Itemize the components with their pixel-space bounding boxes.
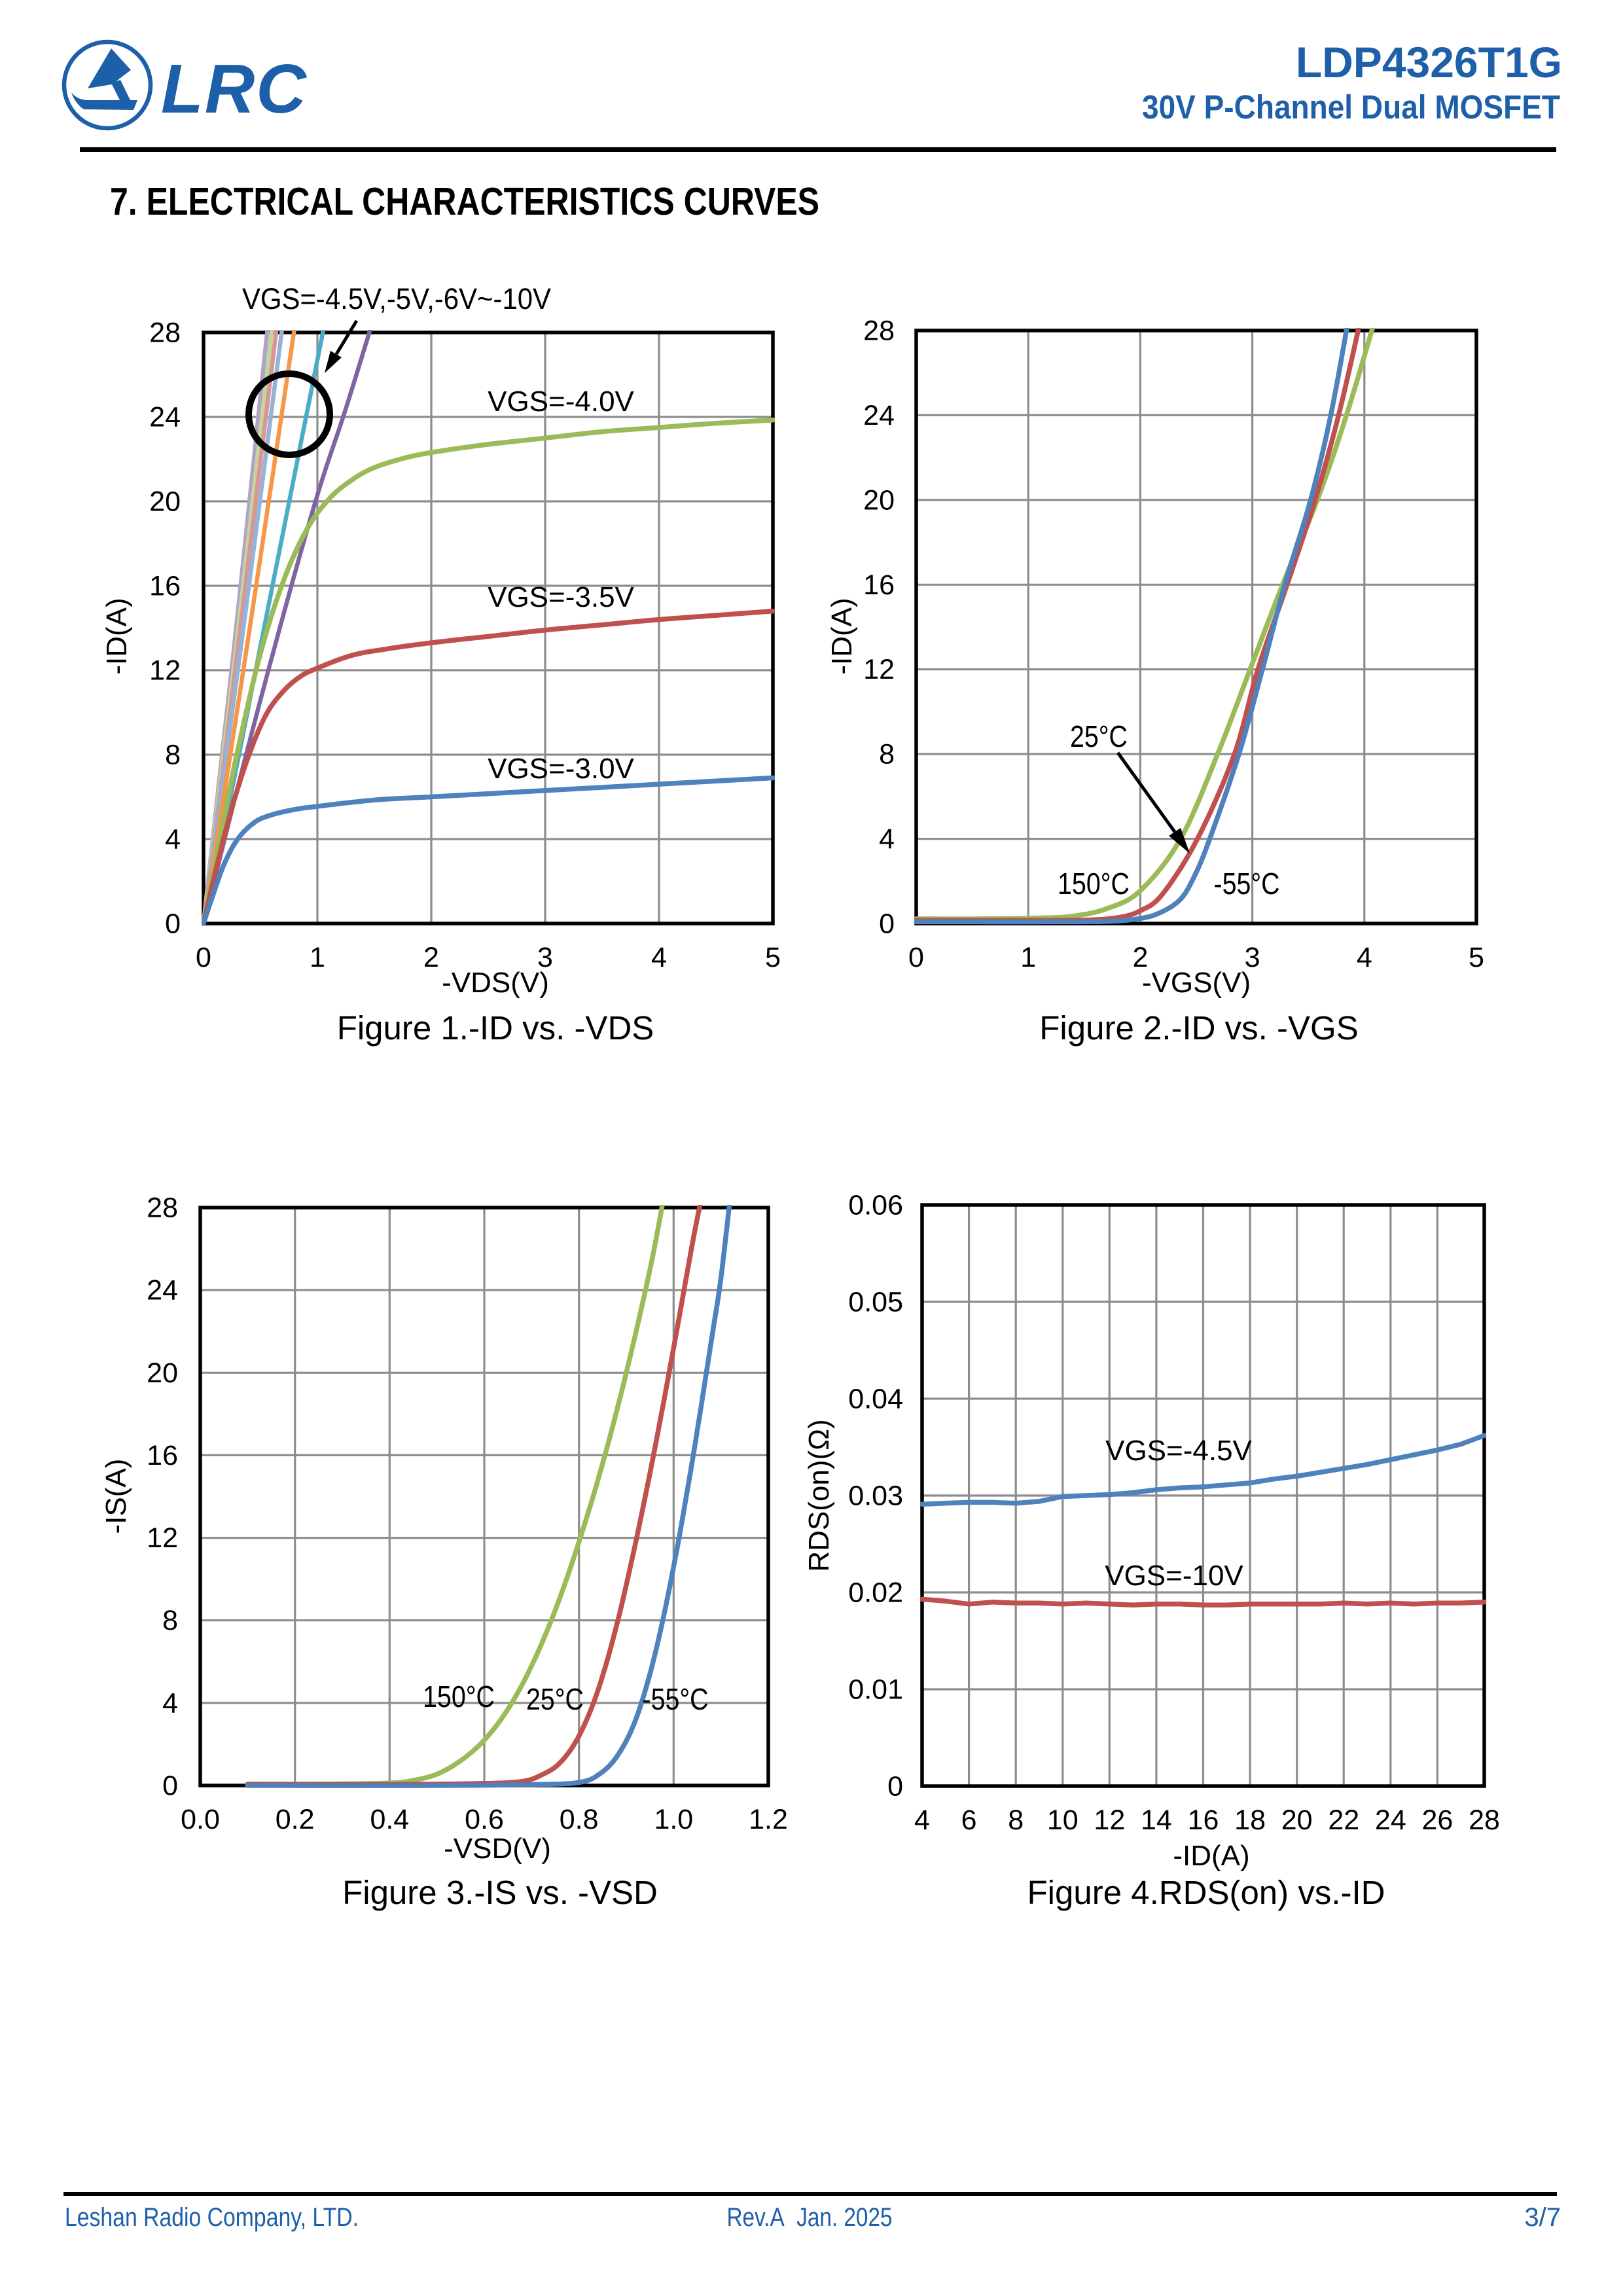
svg-text:28: 28 bbox=[149, 317, 181, 349]
svg-text:8: 8 bbox=[162, 1605, 178, 1636]
svg-text:LRC: LRC bbox=[161, 50, 308, 128]
svg-text:6: 6 bbox=[961, 1804, 977, 1836]
svg-text:3: 3 bbox=[1245, 942, 1260, 973]
svg-text:30V P-Channel Dual MOSFET: 30V P-Channel Dual MOSFET bbox=[1142, 88, 1560, 126]
svg-text:Rev.A Jan. 2025: Rev.A Jan. 2025 bbox=[727, 2203, 893, 2232]
svg-text:VGS=-3.5V: VGS=-3.5V bbox=[488, 581, 634, 613]
svg-text:VGS=-4.5V,-5V,-6V~-10V: VGS=-4.5V,-5V,-6V~-10V bbox=[242, 282, 551, 315]
svg-text:-VSD(V): -VSD(V) bbox=[444, 1833, 551, 1865]
svg-text:24: 24 bbox=[149, 402, 181, 433]
svg-text:18: 18 bbox=[1234, 1804, 1266, 1836]
svg-text:Figure 1.-ID vs. -VDS: Figure 1.-ID vs. -VDS bbox=[337, 1009, 654, 1047]
svg-text:0.0: 0.0 bbox=[181, 1804, 220, 1835]
svg-text:25°C: 25°C bbox=[1070, 719, 1128, 753]
svg-text:2: 2 bbox=[1132, 942, 1148, 973]
svg-text:4: 4 bbox=[651, 942, 667, 973]
svg-text:5: 5 bbox=[765, 942, 781, 973]
svg-text:12: 12 bbox=[863, 654, 895, 685]
svg-text:28: 28 bbox=[863, 315, 895, 347]
svg-text:4: 4 bbox=[162, 1687, 178, 1719]
svg-text:20: 20 bbox=[149, 486, 181, 518]
svg-text:2: 2 bbox=[423, 942, 439, 973]
svg-text:28: 28 bbox=[1469, 1804, 1500, 1836]
svg-text:0: 0 bbox=[887, 1771, 903, 1803]
svg-text:20: 20 bbox=[863, 484, 895, 516]
svg-text:150°C: 150°C bbox=[1058, 867, 1130, 901]
svg-text:24: 24 bbox=[863, 400, 895, 431]
svg-text:12: 12 bbox=[1094, 1804, 1125, 1836]
svg-text:150°C: 150°C bbox=[423, 1679, 495, 1713]
svg-text:VGS=-3.0V: VGS=-3.0V bbox=[488, 753, 634, 785]
svg-text:25°C: 25°C bbox=[526, 1682, 584, 1716]
svg-text:1: 1 bbox=[1020, 942, 1036, 973]
svg-text:0.04: 0.04 bbox=[848, 1384, 903, 1415]
svg-text:8: 8 bbox=[1008, 1804, 1024, 1836]
svg-text:-ID(A): -ID(A) bbox=[101, 598, 133, 674]
svg-text:12: 12 bbox=[147, 1522, 178, 1554]
svg-text:VGS=-4.0V: VGS=-4.0V bbox=[488, 386, 634, 418]
svg-text:14: 14 bbox=[1141, 1804, 1172, 1836]
svg-text:0.8: 0.8 bbox=[560, 1804, 599, 1835]
svg-text:0.01: 0.01 bbox=[848, 1674, 903, 1706]
svg-text:Figure 4.RDS(on) vs.-ID: Figure 4.RDS(on) vs.-ID bbox=[1027, 1874, 1385, 1911]
svg-text:-ID(A): -ID(A) bbox=[826, 598, 858, 674]
svg-text:16: 16 bbox=[1188, 1804, 1219, 1836]
svg-text:-ID(A): -ID(A) bbox=[1173, 1840, 1249, 1872]
svg-text:4: 4 bbox=[879, 823, 895, 855]
svg-text:3/7: 3/7 bbox=[1524, 2203, 1561, 2232]
svg-text:Figure 3.-IS vs. -VSD: Figure 3.-IS vs. -VSD bbox=[342, 1874, 658, 1911]
svg-text:24: 24 bbox=[1375, 1804, 1406, 1836]
svg-text:26: 26 bbox=[1421, 1804, 1453, 1836]
svg-text:4: 4 bbox=[914, 1804, 930, 1836]
svg-text:16: 16 bbox=[149, 571, 181, 602]
svg-text:0.06: 0.06 bbox=[848, 1190, 903, 1221]
svg-text:0: 0 bbox=[165, 908, 181, 940]
svg-text:20: 20 bbox=[147, 1357, 178, 1389]
svg-text:RDS(on)(Ω): RDS(on)(Ω) bbox=[803, 1419, 835, 1571]
svg-text:0.02: 0.02 bbox=[848, 1577, 903, 1609]
svg-text:0: 0 bbox=[196, 942, 211, 973]
svg-text:8: 8 bbox=[879, 739, 895, 770]
svg-text:0.05: 0.05 bbox=[848, 1287, 903, 1318]
svg-text:0.03: 0.03 bbox=[848, 1480, 903, 1512]
svg-text:16: 16 bbox=[147, 1440, 178, 1471]
svg-text:5: 5 bbox=[1469, 942, 1484, 973]
svg-text:20: 20 bbox=[1281, 1804, 1313, 1836]
svg-text:-VGS(V): -VGS(V) bbox=[1142, 967, 1251, 999]
svg-text:22: 22 bbox=[1328, 1804, 1359, 1836]
svg-text:0: 0 bbox=[162, 1770, 178, 1802]
svg-text:8: 8 bbox=[165, 740, 181, 771]
svg-text:0.2: 0.2 bbox=[276, 1804, 315, 1835]
svg-text:0: 0 bbox=[879, 908, 895, 940]
svg-text:Leshan Radio Company, LTD.: Leshan Radio Company, LTD. bbox=[65, 2203, 359, 2232]
svg-text:LDP4326T1G: LDP4326T1G bbox=[1296, 38, 1562, 86]
svg-text:4: 4 bbox=[1357, 942, 1372, 973]
svg-text:0.6: 0.6 bbox=[465, 1804, 504, 1835]
svg-text:-VDS(V): -VDS(V) bbox=[442, 967, 549, 999]
svg-text:VGS=-4.5V: VGS=-4.5V bbox=[1105, 1435, 1252, 1467]
svg-text:1.2: 1.2 bbox=[749, 1804, 788, 1835]
svg-text:1: 1 bbox=[310, 942, 325, 973]
svg-text:10: 10 bbox=[1047, 1804, 1079, 1836]
svg-text:24: 24 bbox=[147, 1275, 178, 1306]
svg-text:16: 16 bbox=[863, 569, 895, 601]
svg-text:0: 0 bbox=[908, 942, 924, 973]
svg-text:4: 4 bbox=[165, 824, 181, 855]
svg-text:-IS(A): -IS(A) bbox=[100, 1459, 132, 1534]
svg-text:0.4: 0.4 bbox=[370, 1804, 409, 1835]
svg-text:-55°C: -55°C bbox=[1214, 867, 1280, 901]
svg-text:VGS=-10V: VGS=-10V bbox=[1105, 1560, 1243, 1592]
svg-text:12: 12 bbox=[149, 655, 181, 687]
svg-text:-55°C: -55°C bbox=[643, 1682, 709, 1716]
svg-text:7. ELECTRICAL CHARACTERISTICS: 7. ELECTRICAL CHARACTERISTICS CURVES bbox=[110, 180, 819, 223]
svg-text:3: 3 bbox=[537, 942, 553, 973]
svg-text:28: 28 bbox=[147, 1193, 178, 1224]
svg-text:1.0: 1.0 bbox=[654, 1804, 693, 1835]
svg-text:Figure 2.-ID vs. -VGS: Figure 2.-ID vs. -VGS bbox=[1039, 1009, 1358, 1047]
